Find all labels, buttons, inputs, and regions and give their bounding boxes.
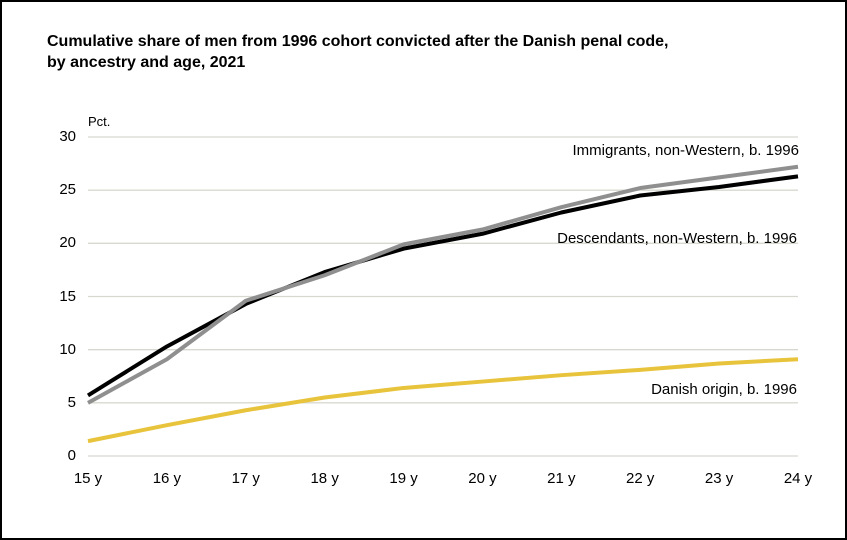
y-axis-tick-label: 30 — [59, 128, 76, 145]
y-axis-tick-label: 20 — [59, 234, 76, 252]
y-axis-unit-label: Pct. — [88, 114, 111, 129]
series-label-0: Immigrants, non-Western, b. 1996 — [572, 142, 800, 159]
y-axis-tick-label: 25 — [59, 181, 76, 199]
series-line-2 — [87, 357, 799, 444]
chart-title-line1: Cumulative share of men from 1996 cohort… — [47, 33, 669, 50]
x-axis-tick-label: 17 y — [231, 470, 260, 487]
x-axis-tick-label: 15 y — [73, 470, 103, 487]
x-axis-tick-label: 23 y — [704, 470, 734, 487]
series-label-1: Descendants, non-Western, b. 1996 — [557, 230, 797, 247]
y-axis-tick-label: 5 — [67, 393, 76, 411]
x-axis-tick-label: 21 y — [547, 470, 576, 487]
series-label-2: Danish origin, b. 1996 — [651, 381, 797, 398]
chart-title: Cumulative share of men from 1996 cohort… — [47, 31, 669, 73]
x-axis-tick-label: 16 y — [152, 470, 182, 487]
y-axis-tick-label: 10 — [59, 340, 76, 358]
x-axis-tick-label: 24 y — [783, 470, 813, 487]
chart-title-line2: by ancestry and age, 2021 — [47, 54, 246, 71]
x-axis-tick-label: 18 y — [310, 470, 339, 487]
x-axis-tick-label: 20 y — [468, 470, 497, 487]
y-axis-tick-label: 15 — [59, 287, 76, 305]
x-axis-tick-label: 22 y — [626, 470, 655, 487]
x-axis-tick-label: 19 y — [389, 470, 418, 487]
series-line-0 — [87, 164, 799, 405]
y-axis-tick-label: 0 — [67, 447, 76, 464]
series-line-1 — [86, 174, 799, 398]
